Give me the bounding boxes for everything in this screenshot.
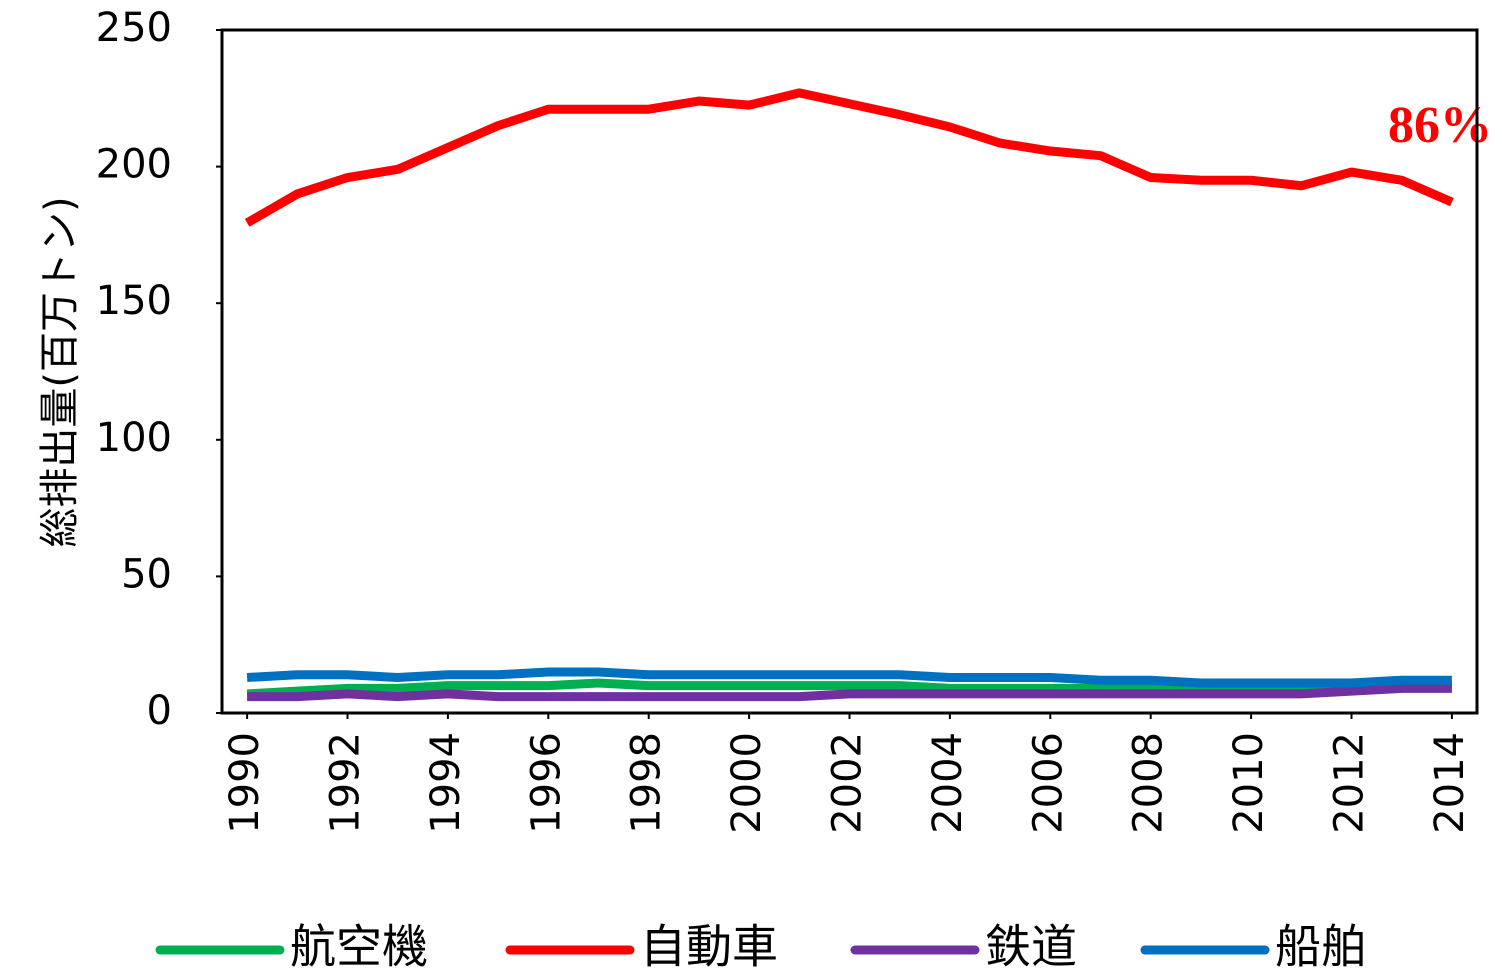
x-tick-label: 2014 — [1427, 732, 1473, 834]
series-line — [246, 667, 1452, 688]
y-axis-label: 総排出量(百万トン) — [37, 196, 83, 547]
x-tick-label: 2012 — [1327, 732, 1373, 834]
x-tick-label: 1996 — [523, 732, 569, 834]
annotation: 86% — [1388, 97, 1492, 154]
y-tick-label: 150 — [96, 278, 172, 324]
series-line — [246, 678, 1452, 699]
x-tick-label: 2008 — [1126, 732, 1172, 834]
x-tick-label: 2006 — [1025, 732, 1071, 834]
x-tick-label: 1990 — [222, 732, 268, 834]
legend-label: 自動車 — [640, 920, 778, 974]
series-line — [244, 88, 1454, 227]
x-tick-label: 2004 — [925, 732, 971, 834]
x-tick-label: 2010 — [1226, 732, 1272, 834]
x-tick-label: 2002 — [825, 732, 871, 834]
plot-frame — [220, 28, 1479, 715]
y-tick-label: 250 — [96, 5, 172, 51]
x-tick-label: 1998 — [624, 732, 670, 834]
y-tick-label: 50 — [121, 551, 172, 597]
series-line — [247, 683, 1452, 702]
y-tick-label: 200 — [96, 142, 172, 188]
y-tick-label: 0 — [147, 688, 172, 734]
x-tick-label: 1992 — [323, 732, 369, 834]
x-tick-label: 2000 — [724, 732, 770, 834]
legend-label: 航空機 — [290, 920, 428, 974]
y-tick-label: 100 — [96, 415, 172, 461]
x-tick-label: 1994 — [423, 732, 469, 834]
legend-label: 鉄道 — [985, 920, 1077, 974]
legend-label: 船舶 — [1275, 920, 1367, 974]
